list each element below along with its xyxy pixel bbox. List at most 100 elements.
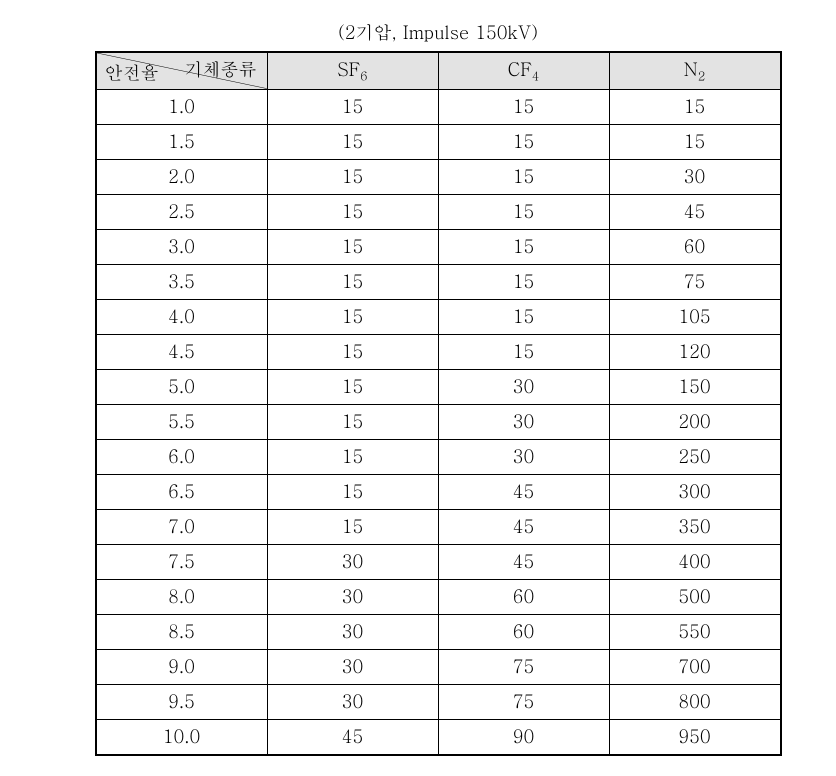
table-cell: 45 bbox=[267, 719, 438, 755]
table-row: 9.03075700 bbox=[96, 649, 781, 684]
table-cell: 30 bbox=[438, 439, 609, 474]
table-row: 7.53045400 bbox=[96, 544, 781, 579]
column-header-base: N bbox=[684, 57, 698, 82]
table-cell: 30 bbox=[267, 649, 438, 684]
table-cell: 90 bbox=[438, 719, 609, 755]
table-cell: 15 bbox=[609, 124, 781, 159]
table-row: 3.5151575 bbox=[96, 264, 781, 299]
table-row: 5.51530200 bbox=[96, 404, 781, 439]
table-row: 1.5151515 bbox=[96, 124, 781, 159]
table-cell: 30 bbox=[438, 404, 609, 439]
table-cell: 15 bbox=[267, 89, 438, 124]
table-cell: 60 bbox=[609, 229, 781, 264]
table-row: 8.53060550 bbox=[96, 614, 781, 649]
row-label: 3.5 bbox=[96, 264, 268, 299]
row-label: 5.5 bbox=[96, 404, 268, 439]
row-label: 8.5 bbox=[96, 614, 268, 649]
data-table: 기체종류 안전율 SF6 CF4 N2 bbox=[95, 51, 782, 756]
column-header-base: SF bbox=[337, 57, 360, 82]
row-label: 2.5 bbox=[96, 194, 268, 229]
table-cell: 120 bbox=[609, 334, 781, 369]
table-cell: 75 bbox=[438, 684, 609, 719]
row-label: 7.0 bbox=[96, 509, 268, 544]
table-cell: 15 bbox=[267, 124, 438, 159]
table-cell: 15 bbox=[438, 159, 609, 194]
table-cell: 45 bbox=[609, 194, 781, 229]
table-cell: 15 bbox=[267, 299, 438, 334]
table-row: 1.0151515 bbox=[96, 89, 781, 124]
table-cell: 700 bbox=[609, 649, 781, 684]
column-header-n2: N2 bbox=[609, 52, 781, 89]
table-cell: 300 bbox=[609, 474, 781, 509]
row-label: 3.0 bbox=[96, 229, 268, 264]
row-label: 9.5 bbox=[96, 684, 268, 719]
table-cell: 30 bbox=[609, 159, 781, 194]
column-header-sub: 4 bbox=[532, 67, 540, 85]
column-header-sub: 6 bbox=[360, 67, 368, 85]
table-cell: 75 bbox=[609, 264, 781, 299]
column-header-sub: 2 bbox=[698, 67, 706, 85]
table-cell: 60 bbox=[438, 579, 609, 614]
table-cell: 550 bbox=[609, 614, 781, 649]
table-header: 기체종류 안전율 SF6 CF4 N2 bbox=[96, 52, 781, 89]
row-label: 6.0 bbox=[96, 439, 268, 474]
table-row: 5.01530150 bbox=[96, 369, 781, 404]
table-cell: 15 bbox=[267, 369, 438, 404]
table-cell: 30 bbox=[267, 579, 438, 614]
table-row: 7.01545350 bbox=[96, 509, 781, 544]
table-cell: 950 bbox=[609, 719, 781, 755]
table-cell: 250 bbox=[609, 439, 781, 474]
table-cell: 30 bbox=[267, 614, 438, 649]
table-cell: 45 bbox=[438, 509, 609, 544]
table-cell: 45 bbox=[438, 474, 609, 509]
table-row: 3.0151560 bbox=[96, 229, 781, 264]
table-row: 10.04590950 bbox=[96, 719, 781, 755]
table-cell: 200 bbox=[609, 404, 781, 439]
column-header-sf6: SF6 bbox=[267, 52, 438, 89]
table-row: 4.51515120 bbox=[96, 334, 781, 369]
header-diagonal-bottom-label: 안전율 bbox=[105, 60, 159, 85]
table-body: 1.01515151.51515152.01515302.51515453.01… bbox=[96, 89, 781, 755]
table-cell: 15 bbox=[438, 229, 609, 264]
table-cell: 15 bbox=[267, 194, 438, 229]
table-cell: 15 bbox=[438, 89, 609, 124]
row-label: 6.5 bbox=[96, 474, 268, 509]
table-row: 6.51545300 bbox=[96, 474, 781, 509]
table-cell: 15 bbox=[438, 264, 609, 299]
row-label: 5.0 bbox=[96, 369, 268, 404]
table-cell: 350 bbox=[609, 509, 781, 544]
table-cell: 15 bbox=[438, 299, 609, 334]
header-diagonal-cell: 기체종류 안전율 bbox=[96, 52, 268, 89]
row-label: 9.0 bbox=[96, 649, 268, 684]
table-cell: 15 bbox=[609, 89, 781, 124]
table-cell: 15 bbox=[267, 229, 438, 264]
table-cell: 800 bbox=[609, 684, 781, 719]
table-cell: 60 bbox=[438, 614, 609, 649]
table-cell: 15 bbox=[267, 474, 438, 509]
row-label: 1.0 bbox=[96, 89, 268, 124]
table-cell: 500 bbox=[609, 579, 781, 614]
table-cell: 150 bbox=[609, 369, 781, 404]
table-cell: 15 bbox=[438, 124, 609, 159]
table-cell: 15 bbox=[267, 334, 438, 369]
table-cell: 15 bbox=[267, 439, 438, 474]
table-cell: 400 bbox=[609, 544, 781, 579]
header-diagonal-top-label: 기체종류 bbox=[185, 57, 257, 82]
table-cell: 105 bbox=[609, 299, 781, 334]
table-cell: 15 bbox=[267, 264, 438, 299]
column-header-cf4: CF4 bbox=[438, 52, 609, 89]
table-cell: 15 bbox=[267, 509, 438, 544]
row-label: 7.5 bbox=[96, 544, 268, 579]
table-cell: 30 bbox=[438, 369, 609, 404]
table-cell: 15 bbox=[267, 159, 438, 194]
table-cell: 45 bbox=[438, 544, 609, 579]
table-cell: 30 bbox=[267, 544, 438, 579]
table-caption: (2기압, Impulse 150kV) bbox=[20, 20, 836, 45]
row-label: 4.0 bbox=[96, 299, 268, 334]
table-cell: 75 bbox=[438, 649, 609, 684]
table-row: 8.03060500 bbox=[96, 579, 781, 614]
table-cell: 15 bbox=[438, 334, 609, 369]
table-cell: 30 bbox=[267, 684, 438, 719]
table-row: 6.01530250 bbox=[96, 439, 781, 474]
table-row: 9.53075800 bbox=[96, 684, 781, 719]
